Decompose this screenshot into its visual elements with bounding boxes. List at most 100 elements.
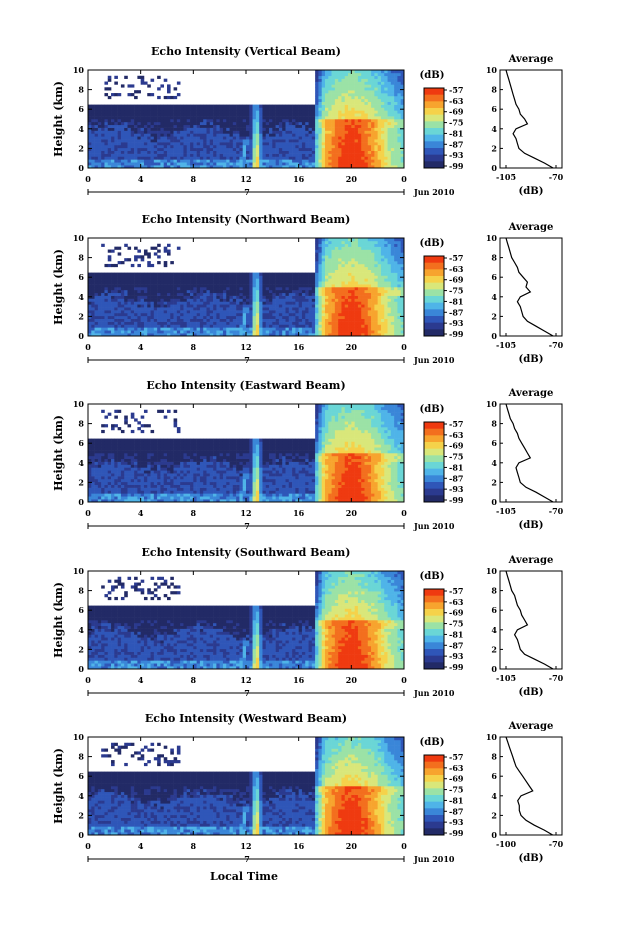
heatmap-cell: [338, 261, 342, 265]
heatmap-cell: [298, 119, 303, 123]
heatmap-cell: [104, 142, 109, 146]
heatmap-cell: [390, 240, 395, 245]
heatmap-cell: [311, 307, 316, 311]
heatmap-cell: [315, 312, 319, 317]
heatmap-cell: [147, 107, 151, 111]
heatmap-cell: [134, 275, 138, 279]
heatmap-cell: [180, 272, 184, 276]
heatmap-cell: [384, 287, 388, 291]
heatmap-cell: [120, 321, 125, 325]
heatmap-cell: [239, 307, 244, 311]
heatmap-cell: [150, 133, 155, 137]
heatmap-cell: [282, 272, 286, 276]
heatmap-cell: [278, 289, 283, 294]
heatmap-cell: [222, 162, 227, 166]
heatmap-cell: [325, 258, 329, 262]
heatmap-cell: [94, 133, 99, 137]
heatmap-cell: [282, 162, 286, 166]
heatmap-cell: [236, 104, 240, 108]
heatmap-cell: [380, 130, 385, 134]
heatmap-cell: [206, 139, 211, 143]
heatmap-cell: [88, 289, 92, 294]
y-tick-label: 10: [73, 65, 85, 75]
heatmap-cell: [380, 272, 385, 276]
heatmap-cell: [344, 110, 349, 114]
heatmap-cell: [354, 310, 359, 314]
heatmap-cell: [147, 295, 151, 299]
heatmap-cell: [351, 301, 355, 305]
heatmap-cell: [384, 127, 388, 131]
heatmap-cell: [364, 104, 369, 108]
heatmap-cell: [357, 272, 362, 276]
heatmap-cell: [252, 121, 257, 126]
heatmap-cell: [97, 119, 102, 123]
heatmap-cell: [203, 295, 207, 299]
heatmap-cell: [305, 147, 309, 151]
heatmap-cell: [348, 139, 352, 143]
heatmap-cell: [147, 307, 151, 311]
heatmap-cell: [298, 139, 303, 143]
heatmap-cell: [321, 278, 326, 282]
heatmap-cell: [285, 281, 290, 285]
heatmap-cell: [229, 113, 234, 117]
heatmap-cell: [186, 275, 191, 279]
heatmap-cell: [249, 289, 253, 294]
heatmap-cell: [193, 289, 197, 294]
heatmap-cell: [328, 255, 332, 259]
heatmap-cell: [331, 70, 336, 74]
colorbar-swatch: [424, 151, 444, 156]
heatmap-cell: [348, 269, 352, 273]
heatmap-cell: [124, 275, 128, 279]
heatmap-cell: [199, 312, 204, 317]
heatmap-cell: [206, 281, 211, 285]
heatmap-cell: [295, 333, 299, 337]
heatmap-cell: [338, 81, 342, 85]
heatmap-cell: [147, 278, 151, 282]
colorbar-swatch: [424, 124, 444, 129]
heatmap-cell: [321, 162, 326, 166]
heatmap-cell: [117, 93, 122, 97]
heatmap-cell: [104, 292, 109, 296]
heatmap-cell: [134, 162, 138, 166]
heatmap-cell: [101, 272, 105, 276]
heatmap-cell: [259, 289, 263, 294]
heatmap-cell: [321, 261, 326, 265]
heatmap-cell: [104, 104, 109, 108]
heatmap-cell: [394, 119, 398, 123]
heatmap-cell: [292, 107, 296, 111]
heatmap-cell: [295, 327, 299, 331]
heatmap-cell: [134, 133, 138, 137]
heatmap-cell: [377, 246, 382, 250]
heatmap-cell: [88, 130, 92, 134]
heatmap-cell: [288, 104, 293, 108]
heatmap-cell: [120, 156, 125, 160]
heatmap-cell: [295, 133, 299, 137]
heatmap-cell: [170, 121, 174, 126]
heatmap-cell: [176, 246, 181, 250]
heatmap-cell: [384, 107, 388, 111]
heatmap-cell: [180, 165, 184, 169]
heatmap-cell: [206, 162, 211, 166]
heatmap-cell: [341, 304, 346, 308]
heatmap-cell: [124, 165, 128, 169]
heatmap-cell: [173, 116, 178, 120]
heatmap-cell: [255, 150, 260, 154]
heatmap-cell: [196, 324, 201, 328]
heatmap-cell: [305, 153, 309, 157]
heatmap-cell: [377, 281, 382, 285]
heatmap-cell: [222, 165, 227, 169]
heatmap-cell: [278, 333, 283, 337]
heatmap-cell: [380, 142, 385, 146]
heatmap-cell: [120, 136, 125, 140]
heatmap-cell: [134, 121, 138, 126]
heatmap-cell: [328, 252, 332, 256]
heatmap-cell: [111, 93, 115, 97]
heatmap-cell: [213, 162, 217, 166]
heatmap-cell: [130, 142, 135, 146]
heatmap-cell: [348, 78, 352, 82]
heatmap-cell: [390, 281, 395, 285]
heatmap-cell: [226, 315, 230, 319]
heatmap-cell: [334, 275, 339, 279]
heatmap-cell: [117, 312, 122, 317]
heatmap-cell: [265, 324, 270, 328]
